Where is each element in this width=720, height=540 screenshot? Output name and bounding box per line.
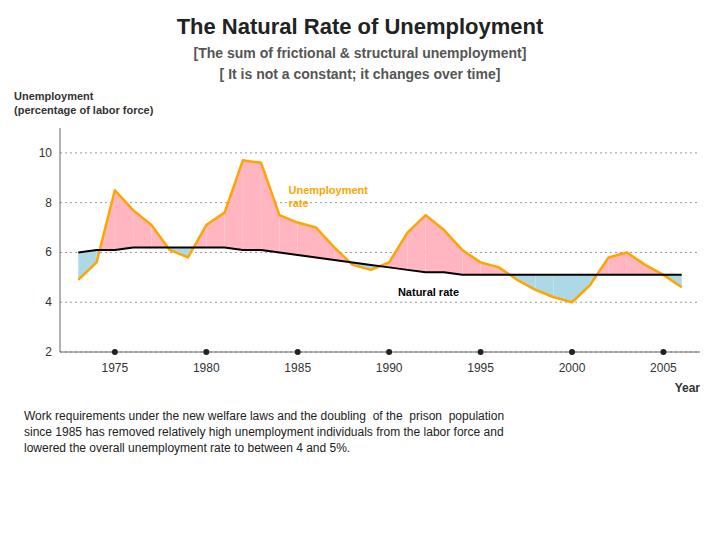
y-axis-label-line: (percentage of labor force) [14, 104, 154, 116]
subtitle: [The sum of frictional & structural unem… [194, 45, 527, 61]
series-label-line: Unemployment [288, 184, 368, 196]
series-label-line: Natural rate [398, 286, 459, 298]
y-tick-label: 4 [45, 295, 52, 309]
x-tick-label: 2005 [650, 361, 677, 375]
x-tick-label: 1975 [102, 361, 129, 375]
x-axis-line [60, 352, 700, 353]
y-axis-line [60, 128, 61, 352]
x-tick-dot [112, 349, 118, 355]
annotation-line: Work requirements under the new welfare … [24, 409, 504, 423]
y-tick-label: 8 [45, 196, 52, 210]
x-tick-dot [478, 349, 484, 355]
grid-line [60, 252, 700, 253]
gap-area [462, 250, 480, 275]
y-axis-label-line: Unemployment [14, 90, 94, 102]
subtitle: [ It is not a constant; it changes over … [220, 66, 501, 82]
y-tick-label: 2 [45, 345, 52, 359]
x-tick-label: 1985 [284, 361, 311, 375]
chart-container: The Natural Rate of Unemployment [The sum… [0, 0, 720, 540]
gap-area [444, 230, 462, 275]
y-axis-label: Unemployment (percentage of labor force) [14, 90, 154, 116]
x-tick-label: 1980 [193, 361, 220, 375]
x-axis-label: Year [675, 381, 701, 395]
annotation-line: since 1985 has removed relatively high u… [24, 425, 504, 439]
x-tick-dot [203, 349, 209, 355]
grid-line [60, 152, 700, 153]
series-label-line: rate [288, 197, 308, 209]
grid-line [60, 302, 700, 303]
y-tick-label: 6 [45, 245, 52, 259]
y-tick-label: 10 [39, 146, 53, 160]
x-tick-dot [295, 349, 301, 355]
x-tick-dot [386, 349, 392, 355]
gap-area [133, 210, 151, 247]
grid-line [60, 352, 700, 353]
series-label: Unemploymentrate [288, 184, 368, 209]
x-tick-label: 1995 [467, 361, 494, 375]
chart-svg: The Natural Rate of Unemployment [The sum… [0, 0, 720, 540]
title: The Natural Rate of Unemployment [177, 14, 544, 39]
annotation-line: lowered the overall unemployment rate to… [24, 441, 350, 455]
x-tick-label: 2000 [559, 361, 586, 375]
annotation: Work requirements under the new welfare … [24, 409, 504, 455]
series-line [78, 160, 681, 302]
x-tick-dot [660, 349, 666, 355]
grid-line [60, 202, 700, 203]
series-line [78, 247, 681, 274]
x-tick-dot [569, 349, 575, 355]
series-label: Natural rate [398, 286, 459, 298]
gap-area [243, 160, 261, 250]
x-tick-label: 1990 [376, 361, 403, 375]
plot-area [78, 160, 681, 302]
